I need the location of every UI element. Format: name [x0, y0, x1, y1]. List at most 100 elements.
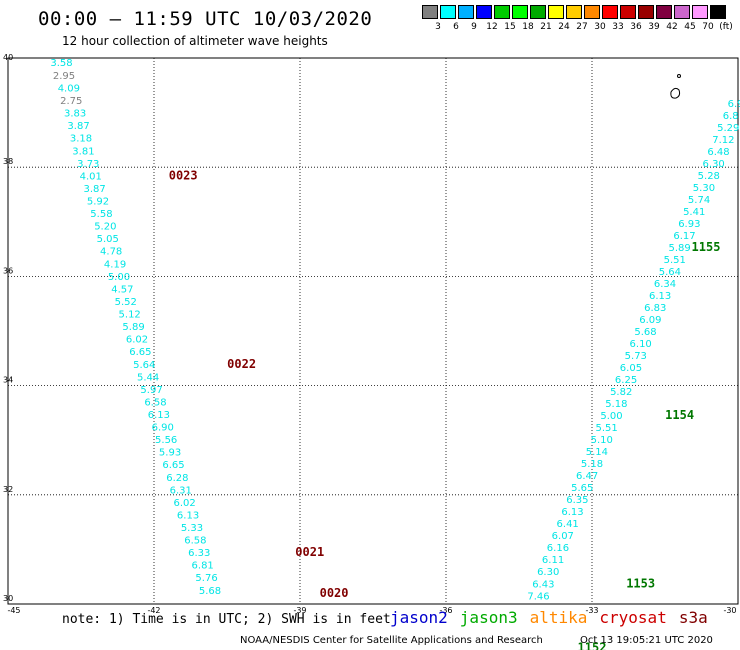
wave-height-value: 6.8: [723, 111, 739, 122]
map-title: 00:00 – 11:59 UTC 10/03/2020: [38, 8, 373, 30]
color-scale-swatch: [656, 5, 672, 19]
wave-height-value: 4.19: [104, 259, 126, 270]
wave-height-value: 6.58: [144, 397, 166, 408]
color-scale-label: (ft): [719, 22, 733, 32]
pass-time-label: 1155: [692, 240, 721, 254]
wave-height-value: 6.13: [561, 507, 583, 518]
pass-time-label: 1154: [665, 408, 694, 422]
legend-entry-altika: altika: [529, 608, 588, 627]
y-tick-label: 34: [3, 376, 13, 385]
legend-entry-jason3: jason3: [459, 608, 518, 627]
color-scale-label: 30: [594, 22, 606, 32]
wave-height-value: 6.02: [126, 335, 148, 346]
color-scale-swatch: [548, 5, 564, 19]
color-scale-swatch: [584, 5, 600, 19]
legend-entry-cryosat: cryosat: [599, 608, 667, 627]
y-tick-label: 40: [3, 53, 13, 62]
y-tick-label: 30: [3, 594, 13, 603]
color-scale-swatch: [530, 5, 546, 19]
wave-height-value: 6.05: [620, 363, 642, 374]
wave-height-value: 5.64: [659, 267, 681, 278]
wave-height-value: 6.17: [673, 231, 695, 242]
wave-height-value: 5.56: [155, 435, 177, 446]
wave-height-value: 7.46: [527, 591, 549, 602]
wave-height-value: 5.20: [94, 222, 116, 233]
wave-height-value: 5.65: [571, 483, 593, 494]
y-tick-label: 38: [3, 157, 13, 166]
wave-height-value: 6.16: [547, 543, 569, 554]
wave-height-value: 3.81: [72, 146, 94, 157]
color-scale-swatch: [512, 5, 528, 19]
wave-height-value: 3.73: [77, 159, 99, 170]
wave-height-value: 4.78: [100, 247, 122, 258]
color-scale-label: 39: [648, 22, 660, 32]
island-outline: [677, 74, 681, 78]
pass-time-label: 0021: [295, 545, 324, 559]
wave-height-value: 5.12: [119, 310, 141, 321]
wave-height-value: 3.87: [67, 121, 89, 132]
wave-height-value: 5.33: [181, 523, 203, 534]
wave-height-value: 5.93: [159, 448, 181, 459]
wave-height-value: 6.13: [649, 291, 671, 302]
pass-time-label: 1152: [578, 641, 607, 650]
wave-height-value: 4.01: [80, 171, 102, 182]
color-scale-label: 9: [471, 22, 477, 32]
wave-height-value: 6.90: [152, 423, 174, 434]
wave-height-value: 6.30: [703, 159, 725, 170]
pass-time-label: 0023: [169, 168, 198, 182]
wave-height-value: 5.51: [595, 423, 617, 434]
wave-height-value: 6.48: [707, 147, 729, 158]
wave-height-value: 5.92: [87, 197, 109, 208]
color-scale-label: 3: [435, 22, 441, 32]
map-frame: [7, 57, 739, 605]
x-tick-label: -39: [293, 606, 306, 615]
wave-height-value: 6.43: [532, 579, 554, 590]
wave-height-value: 5.89: [668, 243, 690, 254]
wave-height-value: 5.10: [591, 435, 613, 446]
wave-height-value: 2.95: [53, 71, 75, 82]
wave-height-value: 6.81: [192, 561, 214, 572]
wave-height-value: 5.68: [199, 586, 221, 597]
wave-height-value: 6.30: [537, 567, 559, 578]
color-scale-label: 18: [522, 22, 534, 32]
wave-height-value: 5.00: [108, 272, 130, 283]
wave-height-value: 6.35: [566, 495, 588, 506]
wave-height-value: 6.83: [644, 303, 666, 314]
wave-height-value: 5.14: [586, 447, 608, 458]
wave-height-value: 6.10: [630, 339, 652, 350]
wave-height-value: 5.76: [195, 573, 217, 584]
wave-height-value: 6.11: [542, 555, 564, 566]
color-scale-swatch: [440, 5, 456, 19]
wave-height-value: 6.58: [184, 536, 206, 547]
x-tick-label: -30: [723, 606, 736, 615]
color-scale-label: 27: [576, 22, 588, 32]
color-scale-swatch: [674, 5, 690, 19]
color-scale-swatch: [494, 5, 510, 19]
island-outline: [670, 87, 681, 99]
wave-height-value: 6.02: [174, 498, 196, 509]
x-tick-label: -33: [585, 606, 598, 615]
wave-height-value: 6.25: [615, 375, 637, 386]
wave-height-value: 4.57: [111, 284, 133, 295]
wave-height-value: 5.73: [625, 351, 647, 362]
wave-height-value: 5.52: [115, 297, 137, 308]
wave-height-value: 5.97: [140, 385, 162, 396]
wave-height-value: 6.13: [148, 410, 170, 421]
color-scale-label: 36: [630, 22, 642, 32]
color-scale-label: 42: [666, 22, 678, 32]
legend-entry-s3a: s3a: [678, 608, 708, 627]
wave-height-value: 6.65: [162, 460, 184, 471]
x-tick-label: -45: [7, 606, 20, 615]
y-tick-label: 32: [3, 485, 13, 494]
wave-height-value: 5.64: [133, 360, 155, 371]
wave-height-value: 6.33: [188, 548, 210, 559]
color-scale-label: 70: [702, 22, 714, 32]
wave-height-value: 5.82: [610, 387, 632, 398]
wave-height-value: 6.47: [576, 471, 598, 482]
generation-timestamp: Oct 13 19:05:21 UTC 2020: [580, 635, 713, 646]
color-scale-swatch: [692, 5, 708, 19]
color-scale-label: 33: [612, 22, 624, 32]
wave-height-value: 5.89: [122, 322, 144, 333]
wave-height-value: 5.00: [600, 411, 622, 422]
y-tick-label: 36: [3, 266, 13, 275]
